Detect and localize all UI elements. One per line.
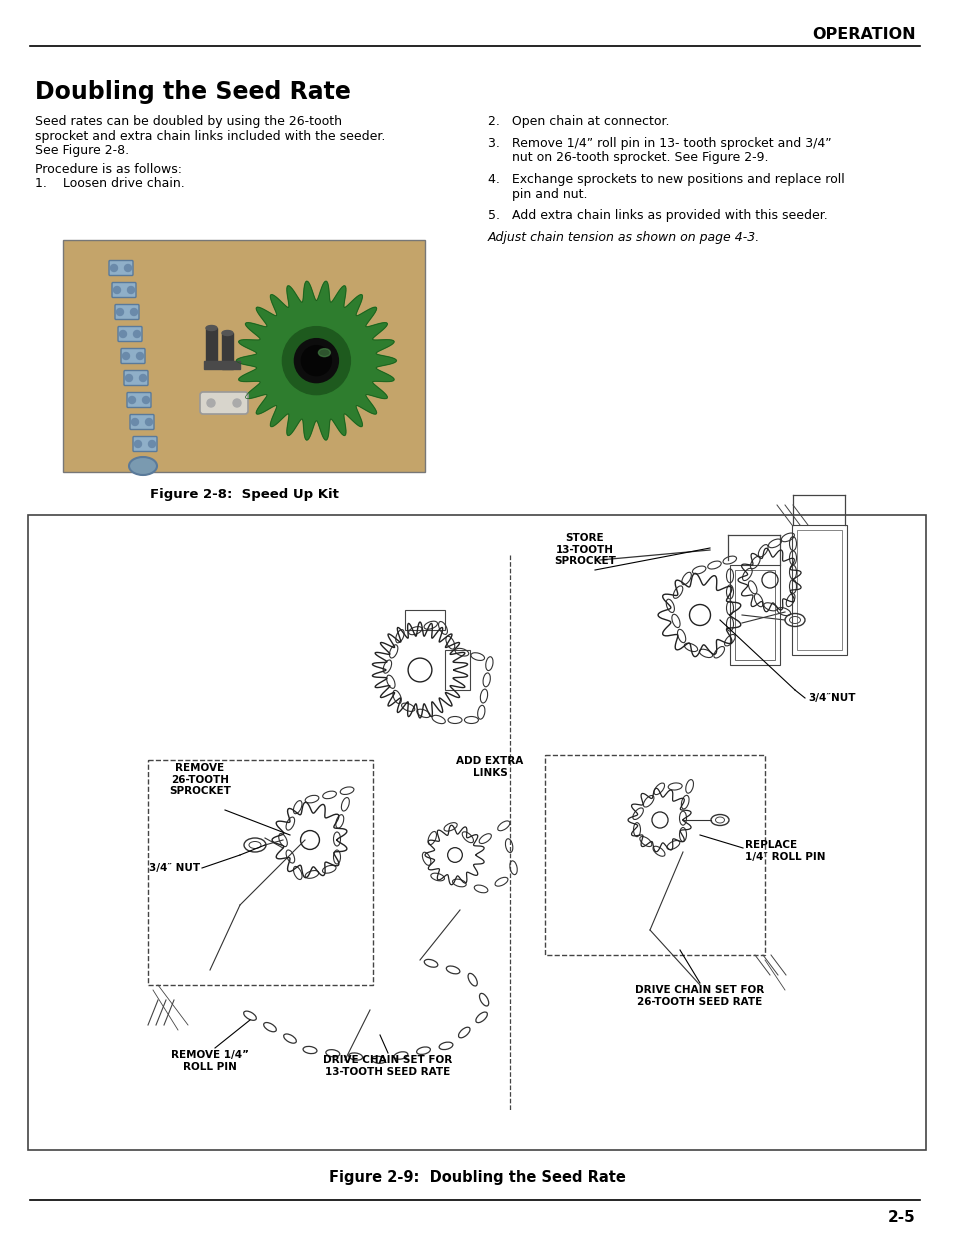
Circle shape: [113, 287, 120, 294]
Circle shape: [126, 374, 132, 382]
Circle shape: [132, 419, 138, 426]
Circle shape: [282, 326, 350, 395]
Bar: [544, 755, 764, 955]
Circle shape: [233, 399, 241, 408]
FancyBboxPatch shape: [118, 326, 142, 342]
Text: Figure 2-8:  Speed Up Kit: Figure 2-8: Speed Up Kit: [150, 488, 338, 501]
Circle shape: [134, 441, 141, 447]
Text: 4.   Exchange sprockets to new positions and replace roll: 4. Exchange sprockets to new positions a…: [488, 173, 843, 186]
Ellipse shape: [318, 348, 330, 357]
Bar: [148, 760, 373, 986]
Text: DRIVE CHAIN SET FOR
13-TOOTH SEED RATE: DRIVE CHAIN SET FOR 13-TOOTH SEED RATE: [323, 1055, 452, 1077]
FancyBboxPatch shape: [200, 391, 248, 414]
Text: sprocket and extra chain links included with the seeder.: sprocket and extra chain links included …: [35, 130, 385, 142]
Bar: [791, 525, 846, 655]
Bar: [444, 650, 470, 690]
Polygon shape: [236, 282, 396, 440]
Text: Seed rates can be doubled by using the 26-tooth: Seed rates can be doubled by using the 2…: [35, 115, 341, 128]
Text: Procedure is as follows:: Procedure is as follows:: [35, 163, 182, 175]
Circle shape: [142, 396, 150, 404]
Bar: [729, 564, 780, 664]
Text: DRIVE CHAIN SET FOR
26-TOOTH SEED RATE: DRIVE CHAIN SET FOR 26-TOOTH SEED RATE: [635, 986, 763, 1007]
Bar: [405, 610, 444, 630]
Bar: [796, 530, 841, 650]
Text: 1.    Loosen drive chain.: 1. Loosen drive chain.: [35, 177, 185, 190]
FancyBboxPatch shape: [132, 436, 157, 452]
Circle shape: [111, 264, 117, 272]
Text: 5.   Add extra chain links as provided with this seeder.: 5. Add extra chain links as provided wit…: [488, 209, 827, 222]
FancyBboxPatch shape: [112, 283, 136, 298]
Ellipse shape: [129, 457, 157, 475]
FancyBboxPatch shape: [130, 415, 153, 430]
Bar: [734, 571, 774, 659]
Text: REMOVE
26-TOOTH
SPROCKET: REMOVE 26-TOOTH SPROCKET: [169, 763, 231, 797]
FancyBboxPatch shape: [127, 393, 151, 408]
Text: 3/4″ NUT: 3/4″ NUT: [149, 863, 200, 873]
Circle shape: [301, 346, 331, 375]
Circle shape: [133, 331, 140, 337]
Text: nut on 26-tooth sprocket. See Figure 2-9.: nut on 26-tooth sprocket. See Figure 2-9…: [488, 151, 768, 164]
Text: 3.   Remove 1/4” roll pin in 13- tooth sprocket and 3/4”: 3. Remove 1/4” roll pin in 13- tooth spr…: [488, 137, 831, 149]
Bar: [222, 333, 233, 369]
Text: pin and nut.: pin and nut.: [488, 188, 587, 200]
Circle shape: [119, 331, 127, 337]
Circle shape: [131, 309, 137, 315]
Text: ADD EXTRA
LINKS: ADD EXTRA LINKS: [456, 756, 523, 778]
Text: See Figure 2-8.: See Figure 2-8.: [35, 144, 129, 157]
Bar: [206, 329, 216, 366]
Bar: [204, 361, 240, 369]
FancyBboxPatch shape: [124, 370, 148, 385]
Circle shape: [129, 396, 135, 404]
Circle shape: [122, 352, 130, 359]
FancyBboxPatch shape: [109, 261, 132, 275]
Circle shape: [136, 352, 143, 359]
FancyBboxPatch shape: [115, 305, 139, 320]
Text: STORE
13-TOOTH
SPROCKET: STORE 13-TOOTH SPROCKET: [554, 534, 616, 566]
Text: 2.   Open chain at connector.: 2. Open chain at connector.: [488, 115, 669, 128]
Circle shape: [116, 309, 123, 315]
Ellipse shape: [206, 326, 216, 331]
Text: 2-5: 2-5: [887, 1210, 915, 1225]
Circle shape: [149, 441, 155, 447]
Bar: [28, 515, 925, 1150]
Circle shape: [207, 399, 214, 408]
Circle shape: [139, 374, 147, 382]
Circle shape: [128, 287, 134, 294]
Text: Figure 2-9:  Doubling the Seed Rate: Figure 2-9: Doubling the Seed Rate: [328, 1170, 625, 1186]
Circle shape: [125, 264, 132, 272]
Bar: [63, 240, 424, 472]
Text: REPLACE
1/4″ ROLL PIN: REPLACE 1/4″ ROLL PIN: [744, 840, 824, 862]
Circle shape: [146, 419, 152, 426]
Text: Adjust chain tension as shown on page 4-3.: Adjust chain tension as shown on page 4-…: [488, 231, 760, 245]
Circle shape: [294, 338, 338, 383]
Text: REMOVE 1/4”
ROLL PIN: REMOVE 1/4” ROLL PIN: [171, 1050, 249, 1072]
FancyBboxPatch shape: [121, 348, 145, 363]
Text: OPERATION: OPERATION: [812, 26, 915, 42]
Ellipse shape: [222, 331, 233, 336]
Text: Doubling the Seed Rate: Doubling the Seed Rate: [35, 80, 351, 104]
Text: 3/4″NUT: 3/4″NUT: [807, 693, 855, 703]
